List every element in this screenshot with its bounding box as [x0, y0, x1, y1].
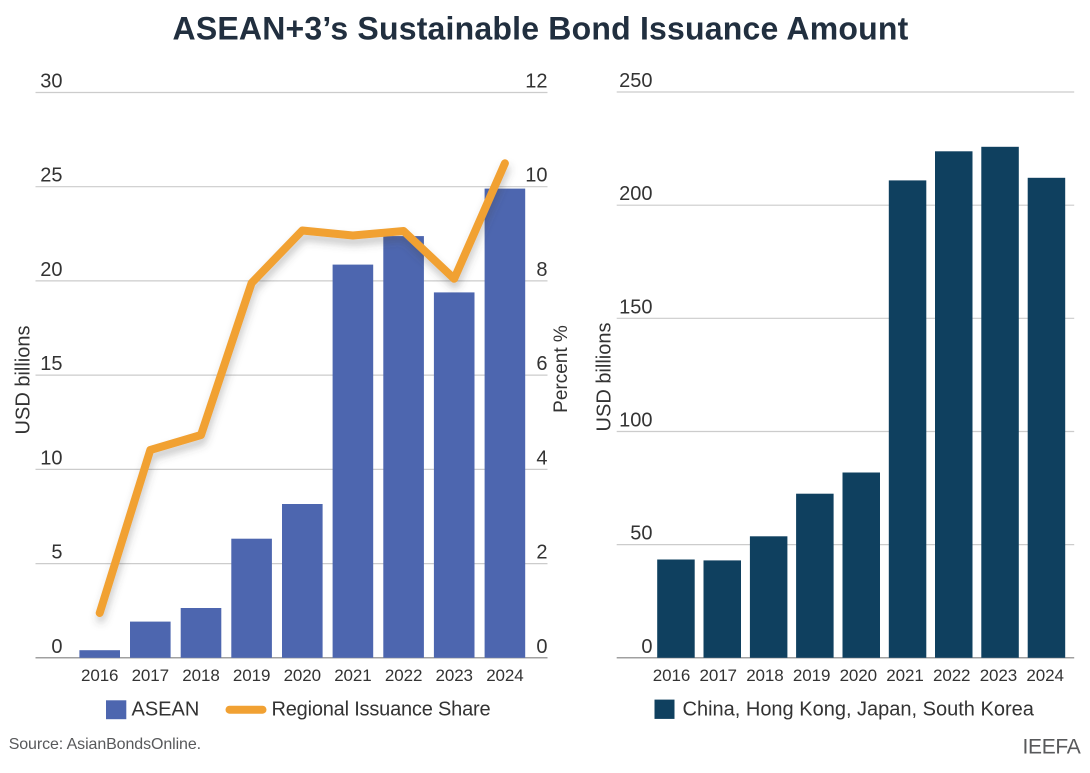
svg-text:Regional Issuance Share: Regional Issuance Share [272, 699, 491, 721]
svg-text:2021: 2021 [334, 666, 371, 685]
svg-text:2017: 2017 [699, 666, 736, 685]
svg-text:4: 4 [536, 447, 547, 469]
svg-text:2019: 2019 [233, 666, 270, 685]
svg-text:IEEFA: IEEFA [1022, 736, 1080, 759]
svg-text:100: 100 [619, 410, 652, 432]
svg-text:50: 50 [630, 523, 652, 545]
svg-text:2017: 2017 [132, 666, 169, 685]
svg-text:ASEAN+3’s Sustainable Bond Iss: ASEAN+3’s Sustainable Bond Issuance Amou… [173, 11, 909, 47]
svg-text:150: 150 [619, 296, 652, 318]
svg-text:20: 20 [40, 259, 62, 281]
svg-text:2020: 2020 [284, 666, 321, 685]
svg-text:ASEAN: ASEAN [132, 699, 200, 721]
svg-text:2018: 2018 [182, 666, 219, 685]
svg-text:10: 10 [525, 165, 547, 187]
svg-text:Source: AsianBondsOnline.: Source: AsianBondsOnline. [9, 736, 201, 753]
svg-text:2020: 2020 [840, 666, 877, 685]
svg-text:8: 8 [536, 259, 547, 281]
svg-text:2: 2 [536, 542, 547, 564]
svg-text:0: 0 [51, 636, 62, 658]
svg-text:2019: 2019 [793, 666, 830, 685]
svg-text:6: 6 [536, 353, 547, 375]
svg-text:2024: 2024 [486, 666, 523, 685]
svg-text:2018: 2018 [746, 666, 783, 685]
svg-text:2024: 2024 [1026, 666, 1063, 685]
svg-text:25: 25 [40, 165, 62, 187]
svg-text:10: 10 [40, 447, 62, 469]
svg-text:2021: 2021 [886, 666, 923, 685]
svg-text:2023: 2023 [435, 666, 472, 685]
svg-text:China, Hong Kong, Japan, South: China, Hong Kong, Japan, South Korea [683, 699, 1035, 721]
svg-text:2022: 2022 [385, 666, 422, 685]
svg-text:USD billions: USD billions [594, 323, 616, 432]
svg-text:250: 250 [619, 70, 652, 92]
svg-text:Percent %: Percent % [551, 325, 572, 413]
svg-text:2016: 2016 [81, 666, 118, 685]
svg-text:12: 12 [525, 71, 547, 93]
svg-text:0: 0 [536, 636, 547, 658]
svg-text:30: 30 [40, 71, 62, 93]
svg-text:15: 15 [40, 353, 62, 375]
svg-text:0: 0 [641, 636, 652, 658]
svg-text:2022: 2022 [933, 666, 970, 685]
svg-text:2016: 2016 [653, 666, 690, 685]
svg-text:200: 200 [619, 183, 652, 205]
svg-text:USD billions: USD billions [12, 326, 34, 435]
svg-text:2023: 2023 [980, 666, 1017, 685]
svg-text:5: 5 [51, 542, 62, 564]
